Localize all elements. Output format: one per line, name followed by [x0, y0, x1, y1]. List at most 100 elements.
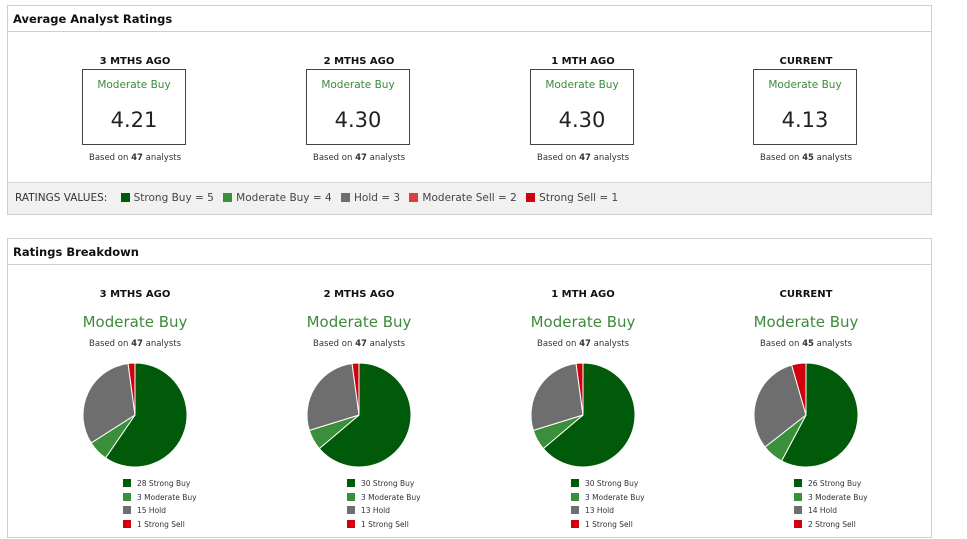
- avg-rating-value: 4.13: [781, 108, 829, 132]
- avg-rating-box: Moderate Buy 4.13: [753, 69, 857, 145]
- avg-col-1-mth-ago: 1 MTH AGO Moderate Buy 4.30 Based on 47 …: [483, 56, 683, 163]
- pie-legend-item: 30 Strong Buy: [347, 478, 421, 492]
- swatch-strong-buy: [347, 479, 355, 487]
- swatch-strong-buy: [571, 479, 579, 487]
- avg-based-on: Based on 45 analysts: [759, 153, 853, 163]
- swatch-hold: [794, 506, 802, 514]
- pie-slice-hold: [306, 362, 360, 432]
- avg-rating-label: Moderate Buy: [768, 79, 842, 91]
- breakdown-rating-label: Moderate Buy: [530, 313, 636, 331]
- breakdown-based-on: Based on 47 analysts: [312, 339, 406, 349]
- avg-rating-value: 4.30: [334, 108, 382, 132]
- pie-slice-strong-sell: [575, 362, 584, 416]
- swatch-hold: [341, 193, 351, 202]
- swatch-strong-buy: [123, 479, 131, 487]
- pie-legend-item: 3 Moderate Buy: [571, 492, 645, 506]
- breakdown-col-current: CURRENT Moderate Buy Based on 45 analyst…: [706, 289, 906, 539]
- pie-legend-item: 1 Strong Sell: [123, 519, 197, 533]
- pie-slice-strong-sell: [791, 362, 807, 416]
- swatch-hold: [571, 506, 579, 514]
- avg-rating-box: Moderate Buy 4.30: [306, 69, 410, 145]
- pie-slice-strong-buy: [542, 362, 636, 468]
- breakdown-rating-label: Moderate Buy: [753, 313, 859, 331]
- avg-based-on: Based on 47 analysts: [312, 153, 406, 163]
- avg-rating-value: 4.21: [110, 108, 158, 132]
- swatch-strong-buy: [120, 193, 130, 202]
- avg-rating-value: 4.30: [558, 108, 606, 132]
- pie-legend-item: 13 Hold: [347, 505, 421, 519]
- avg-rating-box: Moderate Buy 4.30: [530, 69, 634, 145]
- avg-based-on: Based on 47 analysts: [88, 153, 182, 163]
- pie-legend-item: 3 Moderate Buy: [347, 492, 421, 506]
- ratings-values-legend: RATINGS VALUES: Strong Buy = 5 Moderate …: [8, 182, 931, 214]
- pie-legend-item: 15 Hold: [123, 505, 197, 519]
- ratings-breakdown-title: Ratings Breakdown: [8, 239, 931, 265]
- avg-col-current: CURRENT Moderate Buy 4.13 Based on 45 an…: [706, 56, 906, 163]
- avg-col-3-mths-ago: 3 MTHS AGO Moderate Buy 4.21 Based on 47…: [35, 56, 235, 163]
- avg-col-head: CURRENT: [779, 56, 833, 67]
- swatch-moderate-buy: [347, 492, 355, 501]
- swatch-moderate-buy: [571, 492, 579, 501]
- legend-moderate-buy: Moderate Buy = 4: [223, 192, 332, 204]
- legend-strong-sell: Strong Sell = 1: [526, 192, 618, 204]
- pie-slice-hold: [82, 362, 136, 444]
- pie-legend-item: 30 Strong Buy: [571, 478, 645, 492]
- swatch-moderate-buy: [123, 492, 131, 501]
- pie-slice-strong-buy: [104, 362, 188, 468]
- breakdown-col-3-mths-ago: 3 MTHS AGO Moderate Buy Based on 47 anal…: [35, 289, 235, 539]
- avg-col-head: 3 MTHS AGO: [99, 56, 171, 67]
- avg-col-head: 2 MTHS AGO: [323, 56, 395, 67]
- breakdown-col-2-mths-ago: 2 MTHS AGO Moderate Buy Based on 47 anal…: [259, 289, 459, 539]
- ratings-breakdown-panel: Ratings Breakdown 3 MTHS AGO Moderate Bu…: [7, 238, 932, 538]
- pie-slice-hold: [753, 364, 807, 448]
- pie-legend-item: 3 Moderate Buy: [123, 492, 197, 506]
- pie-slice-strong-sell: [351, 362, 360, 416]
- ratings-pie-chart: [306, 362, 412, 468]
- swatch-strong-buy: [794, 479, 802, 487]
- pie-legend: 30 Strong Buy 3 Moderate Buy 13 Hold 1 S…: [571, 478, 645, 532]
- avg-rating-label: Moderate Buy: [545, 79, 619, 91]
- pie-slice-strong-sell: [127, 362, 136, 416]
- swatch-hold: [347, 506, 355, 514]
- pie-legend-item: 3 Moderate Buy: [794, 492, 868, 506]
- avg-col-head: 1 MTH AGO: [551, 56, 615, 67]
- avg-based-on: Based on 47 analysts: [536, 153, 630, 163]
- ratings-pie-chart: [753, 362, 859, 468]
- avg-rating-box: Moderate Buy 4.21: [82, 69, 186, 145]
- pie-legend-item: 2 Strong Sell: [794, 519, 868, 533]
- avg-rating-label: Moderate Buy: [97, 79, 171, 91]
- breakdown-col-1-mth-ago: 1 MTH AGO Moderate Buy Based on 47 analy…: [483, 289, 683, 539]
- pie-legend-item: 1 Strong Sell: [347, 519, 421, 533]
- ratings-pie-chart: [530, 362, 636, 468]
- pie-legend-item: 13 Hold: [571, 505, 645, 519]
- breakdown-rating-label: Moderate Buy: [306, 313, 412, 331]
- breakdown-rating-label: Moderate Buy: [82, 313, 188, 331]
- breakdown-based-on: Based on 45 analysts: [759, 339, 853, 349]
- swatch-moderate-buy: [794, 492, 802, 501]
- swatch-strong-sell: [526, 193, 536, 202]
- pie-slice-strong-buy: [780, 362, 859, 468]
- pie-legend: 28 Strong Buy 3 Moderate Buy 15 Hold 1 S…: [123, 478, 197, 532]
- swatch-moderate-sell: [409, 193, 419, 202]
- average-ratings-panel: Average Analyst Ratings 3 MTHS AGO Moder…: [7, 5, 932, 215]
- pie-legend-item: 14 Hold: [794, 505, 868, 519]
- swatch-strong-sell: [571, 519, 579, 528]
- breakdown-based-on: Based on 47 analysts: [88, 339, 182, 349]
- breakdown-col-head: 1 MTH AGO: [551, 289, 615, 300]
- ratings-pie-chart: [82, 362, 188, 468]
- breakdown-col-head: 2 MTHS AGO: [323, 289, 395, 300]
- pie-slice-hold: [530, 362, 584, 432]
- legend-moderate-sell: Moderate Sell = 2: [409, 192, 517, 204]
- swatch-strong-sell: [794, 519, 802, 528]
- avg-rating-label: Moderate Buy: [321, 79, 395, 91]
- breakdown-col-head: 3 MTHS AGO: [99, 289, 171, 300]
- legend-strong-buy: Strong Buy = 5: [120, 192, 214, 204]
- pie-legend-item: 1 Strong Sell: [571, 519, 645, 533]
- breakdown-col-head: CURRENT: [779, 289, 833, 300]
- pie-slice-strong-buy: [318, 362, 412, 468]
- swatch-hold: [123, 506, 131, 514]
- average-ratings-title: Average Analyst Ratings: [8, 6, 931, 32]
- ratings-values-title: RATINGS VALUES:: [15, 192, 108, 204]
- swatch-moderate-buy: [223, 193, 233, 202]
- breakdown-based-on: Based on 47 analysts: [536, 339, 630, 349]
